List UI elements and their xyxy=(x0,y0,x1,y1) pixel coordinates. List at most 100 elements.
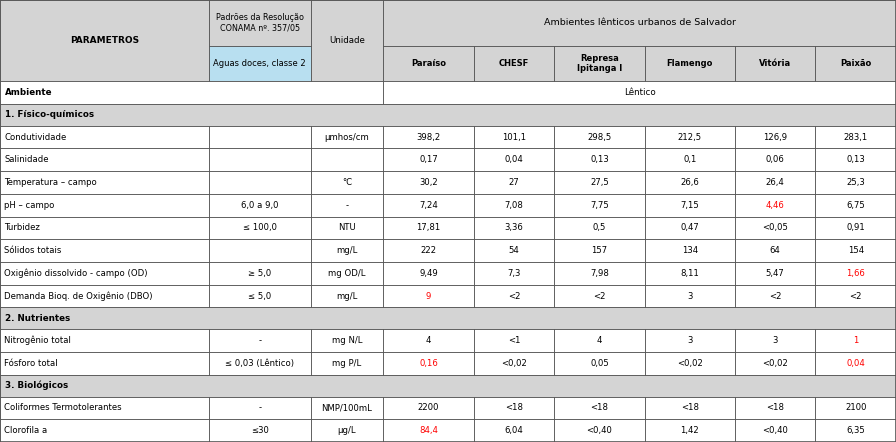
Bar xyxy=(209,419,311,442)
Bar xyxy=(0,352,209,375)
Text: 6,04: 6,04 xyxy=(504,426,523,435)
Bar xyxy=(383,419,474,442)
Text: 1,42: 1,42 xyxy=(680,426,699,435)
Bar xyxy=(311,194,383,217)
Bar xyxy=(474,285,555,308)
Bar xyxy=(311,285,383,308)
Text: ≥ 5,0: ≥ 5,0 xyxy=(248,269,271,278)
Bar xyxy=(815,240,896,262)
Bar xyxy=(209,329,311,352)
Bar xyxy=(474,352,555,375)
Bar xyxy=(383,329,474,352)
Bar xyxy=(815,171,896,194)
Text: 0,1: 0,1 xyxy=(683,155,696,164)
Bar xyxy=(209,126,311,149)
Bar xyxy=(815,171,896,194)
Text: Clorofila a: Clorofila a xyxy=(4,426,47,435)
Text: Paixão: Paixão xyxy=(840,59,871,68)
Bar xyxy=(815,126,896,149)
Text: 4: 4 xyxy=(426,336,431,345)
Bar xyxy=(383,81,896,104)
Text: 6,75: 6,75 xyxy=(847,201,866,210)
Bar xyxy=(815,419,896,442)
Bar xyxy=(555,171,644,194)
Text: <2: <2 xyxy=(508,292,521,301)
Bar xyxy=(474,240,555,262)
Bar xyxy=(735,171,815,194)
Text: <2: <2 xyxy=(849,292,862,301)
Text: 283,1: 283,1 xyxy=(844,133,868,141)
Text: <1: <1 xyxy=(508,336,521,345)
Text: mg P/L: mg P/L xyxy=(332,359,362,368)
Bar xyxy=(735,240,815,262)
Bar xyxy=(311,419,383,442)
Text: Vitória: Vitória xyxy=(759,59,791,68)
Text: 26,4: 26,4 xyxy=(766,178,785,187)
Bar xyxy=(383,149,474,171)
Bar xyxy=(474,352,555,375)
Text: Lêntico: Lêntico xyxy=(624,88,656,97)
Bar xyxy=(555,171,644,194)
Bar xyxy=(383,419,474,442)
Bar xyxy=(0,126,209,149)
Bar xyxy=(735,396,815,419)
Text: μmhos/cm: μmhos/cm xyxy=(324,133,369,141)
Bar xyxy=(555,240,644,262)
Bar xyxy=(735,171,815,194)
Bar xyxy=(383,240,474,262)
Text: <0,40: <0,40 xyxy=(587,426,612,435)
Bar xyxy=(209,396,311,419)
Bar xyxy=(555,285,644,308)
Text: 1,66: 1,66 xyxy=(847,269,866,278)
Bar xyxy=(209,285,311,308)
Text: 0,47: 0,47 xyxy=(680,224,699,232)
Text: 8,11: 8,11 xyxy=(680,269,699,278)
Bar xyxy=(0,104,896,126)
Bar xyxy=(311,126,383,149)
Text: Flamengo: Flamengo xyxy=(667,59,713,68)
Bar xyxy=(555,126,644,149)
Bar xyxy=(735,46,815,81)
Bar xyxy=(815,352,896,375)
Bar xyxy=(0,240,209,262)
Bar xyxy=(644,194,735,217)
Bar xyxy=(474,217,555,240)
Bar xyxy=(311,352,383,375)
Bar xyxy=(0,329,209,352)
Bar xyxy=(209,285,311,308)
Bar xyxy=(383,396,474,419)
Bar xyxy=(644,419,735,442)
Text: Turbidez: Turbidez xyxy=(4,224,40,232)
Text: 27: 27 xyxy=(509,178,520,187)
Bar xyxy=(209,352,311,375)
Bar xyxy=(474,126,555,149)
Text: <0,02: <0,02 xyxy=(762,359,788,368)
Bar xyxy=(311,262,383,285)
Bar xyxy=(311,396,383,419)
Text: 54: 54 xyxy=(509,246,520,255)
Bar xyxy=(311,194,383,217)
Bar xyxy=(474,171,555,194)
Bar xyxy=(474,46,555,81)
Text: Sólidos totais: Sólidos totais xyxy=(4,246,62,255)
Bar xyxy=(209,396,311,419)
Bar xyxy=(815,46,896,81)
Bar xyxy=(555,419,644,442)
Bar xyxy=(0,375,896,396)
Bar xyxy=(815,194,896,217)
Bar xyxy=(474,262,555,285)
Bar xyxy=(383,194,474,217)
Text: 0,17: 0,17 xyxy=(419,155,438,164)
Text: Condutividade: Condutividade xyxy=(4,133,66,141)
Bar xyxy=(815,396,896,419)
Bar xyxy=(383,126,474,149)
Text: -: - xyxy=(258,336,262,345)
Bar xyxy=(735,194,815,217)
Bar xyxy=(474,419,555,442)
Bar xyxy=(815,126,896,149)
Bar xyxy=(383,217,474,240)
Bar xyxy=(815,217,896,240)
Text: 0,04: 0,04 xyxy=(847,359,866,368)
Bar xyxy=(474,419,555,442)
Bar xyxy=(555,217,644,240)
